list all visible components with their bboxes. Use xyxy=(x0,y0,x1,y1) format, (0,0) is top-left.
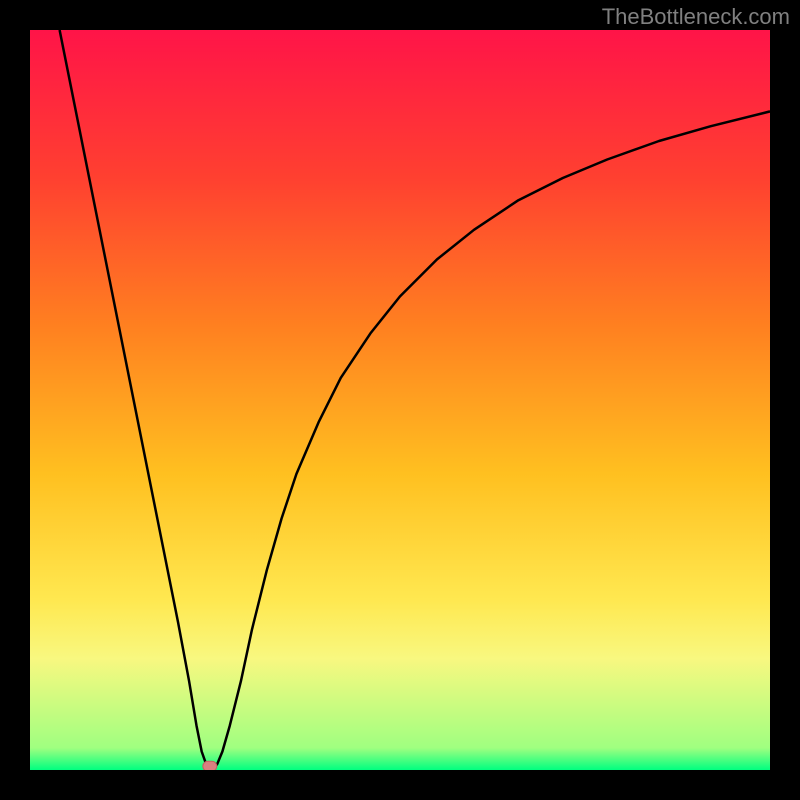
bottleneck-curve xyxy=(60,30,770,769)
minimum-marker xyxy=(203,761,217,770)
plot-area xyxy=(30,30,770,770)
watermark-text: TheBottleneck.com xyxy=(602,4,790,30)
curve-svg xyxy=(30,30,770,770)
chart-container: TheBottleneck.com xyxy=(0,0,800,800)
